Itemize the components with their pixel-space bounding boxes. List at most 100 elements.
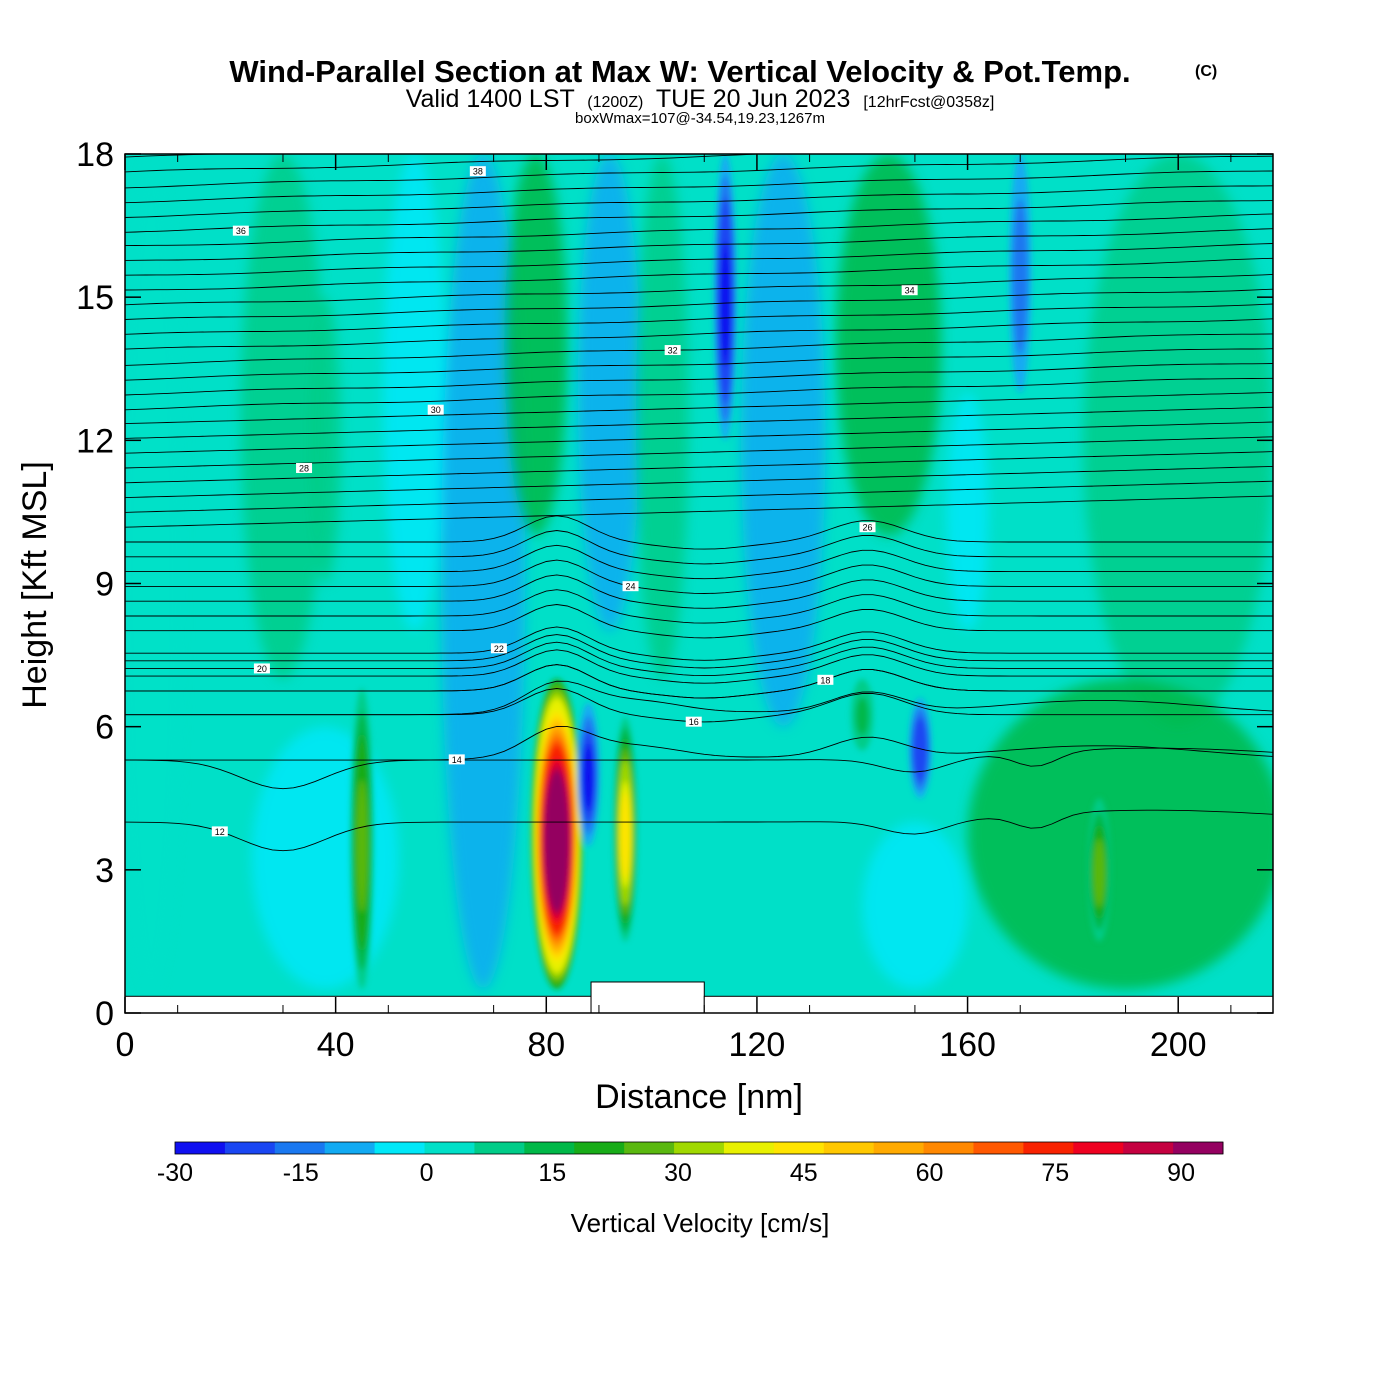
label-bg — [469, 166, 486, 177]
theta-contour-label: 28 — [296, 463, 313, 474]
colorbar-swatch — [823, 1142, 875, 1154]
colorbar-swatch — [1023, 1142, 1074, 1154]
colorbar-swatch — [374, 1142, 426, 1154]
velocity-cell — [719, 241, 731, 368]
theta-label-text: 18 — [820, 675, 830, 685]
theta-contour-line — [125, 436, 1273, 469]
field-band — [440, 154, 526, 990]
y-tick-label: 0 — [95, 995, 114, 1033]
colorbar-swatch — [324, 1142, 376, 1154]
colorbar-swatch — [723, 1142, 775, 1154]
y-tick-label: 6 — [95, 709, 114, 747]
label-bg — [685, 716, 702, 727]
theta-contour-line — [125, 154, 775, 173]
theta-contour-label: 38 — [469, 166, 486, 177]
colorbar-tick-label: 75 — [1041, 1159, 1069, 1187]
theta-label-text: 26 — [863, 523, 873, 533]
subtitle-zulu: (1200Z) — [587, 94, 643, 111]
theta-contour-line — [125, 333, 1273, 366]
theta-contour-label: 18 — [817, 674, 834, 685]
colorbar-tick-label: -30 — [157, 1159, 193, 1187]
colorbar-swatch — [923, 1142, 974, 1154]
theta-label-text: 20 — [257, 664, 267, 674]
label-bg — [253, 663, 270, 674]
theta-label-text: 14 — [452, 755, 462, 765]
label-bg — [448, 754, 465, 765]
theta-contour-line — [125, 363, 1273, 396]
theta-contour-label: 30 — [427, 404, 444, 415]
colorbar-label: Vertical Velocity [cm/s] — [571, 1208, 830, 1238]
subtitle-date: TUE 20 Jun 2023 — [656, 85, 851, 113]
theta-contour-label: 22 — [490, 643, 507, 654]
colorbar-tick-label: 0 — [420, 1159, 434, 1187]
theta-contour-line — [125, 589, 1273, 624]
theta-contour-line — [125, 200, 1273, 233]
theta-contour-label: 20 — [253, 663, 270, 674]
theta-contour-line — [125, 809, 1273, 852]
field-band — [967, 678, 1273, 990]
theta-contour-line — [125, 406, 1273, 439]
y-tick-label: 15 — [76, 279, 114, 317]
colorbar-swatch — [624, 1142, 675, 1154]
colorbar-swatch — [674, 1142, 725, 1154]
field-band — [125, 154, 183, 994]
field-band — [383, 154, 447, 632]
theta-label-text: 34 — [905, 286, 915, 296]
theta-contour-line — [125, 664, 1273, 699]
subtitle-valid: Valid 1400 LST — [406, 85, 575, 113]
chart-subtitle: Valid 1400 LST (1200Z) TUE 20 Jun 2023 [… — [406, 85, 995, 113]
theta-contour-line — [125, 634, 1273, 669]
colorbar-tick-label: 60 — [916, 1159, 944, 1187]
terrain-block — [703, 995, 1273, 1013]
chart-title-mark: (C) — [1195, 63, 1217, 80]
terrain-block — [590, 981, 705, 1013]
theta-label-text: 16 — [689, 717, 699, 727]
theta-contour-line — [125, 726, 1273, 761]
theta-contour-line — [125, 544, 1273, 580]
plot-area — [125, 154, 1273, 1013]
subtitle-forecast: [12hrFcst@0358z] — [863, 94, 994, 111]
x-tick-label: 160 — [939, 1026, 996, 1064]
theta-contour-line — [125, 465, 1273, 499]
theta-contour-line — [125, 626, 1273, 661]
theta-label-text: 12 — [215, 827, 225, 837]
theta-contour-line — [125, 649, 1273, 684]
theta-contour-line — [125, 391, 1273, 425]
theta-contour-line — [125, 747, 1273, 790]
theta-contour-label: 34 — [901, 285, 918, 296]
colorbar-swatch — [1123, 1142, 1174, 1154]
label-bg — [859, 522, 876, 533]
chart-title: Wind-Parallel Section at Max W: Vertical… — [229, 54, 1130, 89]
velocity-cell — [1093, 839, 1105, 908]
theta-contour-line — [125, 574, 1273, 609]
y-axis-label: Height [Kft MSL] — [16, 461, 54, 709]
field-band — [835, 154, 942, 536]
velocity-cell — [582, 743, 595, 812]
colorbar-swatch — [474, 1142, 525, 1154]
x-tick-label: 0 — [116, 1026, 135, 1064]
theta-contour-line — [125, 273, 1273, 306]
theta-contour-line — [125, 288, 1273, 320]
colorbar-swatch — [175, 1142, 226, 1154]
colorbar: -30 -15 0 15 30 45 60 75 90 — [157, 1141, 1224, 1187]
theta-contour-label: 26 — [859, 522, 876, 533]
label-bg — [817, 674, 834, 685]
velocity-cell — [1012, 199, 1028, 355]
theta-contour-line — [125, 170, 1273, 204]
colorbar-swatch — [973, 1142, 1024, 1154]
theta-contour-line — [125, 228, 1273, 261]
theta-contour-line — [125, 243, 1273, 276]
label-bg — [296, 463, 313, 474]
theta-contour-label: 14 — [448, 754, 465, 765]
theta-label-text: 38 — [473, 167, 483, 177]
theta-label-text: 32 — [668, 346, 678, 356]
y-tick-label: 18 — [76, 136, 114, 174]
field-band — [504, 154, 568, 536]
x-tick-label: 80 — [527, 1026, 565, 1064]
x-axis-label: Distance [nm] — [595, 1078, 803, 1116]
theta-contour-line — [125, 480, 1273, 513]
field-band — [309, 297, 341, 584]
colorbar-swatch — [524, 1142, 575, 1154]
theta-contour-line — [125, 154, 278, 158]
theta-label-text: 24 — [626, 582, 636, 592]
